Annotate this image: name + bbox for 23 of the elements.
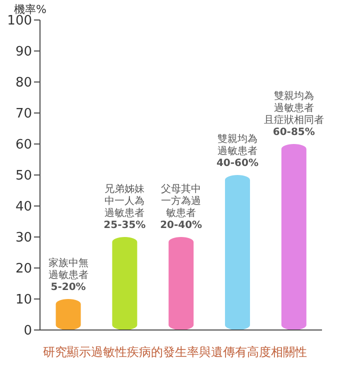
y-tick-label: 90 [15,44,32,60]
y-tick-label: 30 [15,230,32,246]
y-tick-label: 20 [15,262,32,277]
y-tick-label: 50 [15,168,32,184]
y-tick-label: 40 [15,200,32,215]
annotation: 家族中無過敏患者5-20% [48,257,88,293]
annotation: 雙親均為過敏患者40-60% [216,133,258,169]
bar [224,175,250,330]
y-tick-label: 100 [7,14,32,29]
bar [56,299,81,330]
annotation: 兄弟姊妹中一人為過敏患者25-35% [104,183,146,231]
annotation: 父母其中一方為過敏患者20-40% [160,183,202,231]
y-tick-label: 80 [15,76,32,91]
y-tick-label: 0 [24,324,32,339]
y-tick-label: 70 [15,106,32,122]
y-axis-title: 機率% [14,2,46,16]
text: 研究顯示過敏性疾病的發生率與遺傳有高度相關性 [42,344,308,361]
y-tick-label: 60 [15,138,32,153]
annotation: 雙親均為過敏患者且症狀相同者60-85% [264,90,324,138]
bar [281,144,306,330]
bar [112,237,138,330]
bar [168,237,194,330]
y-tick-label: 10 [15,292,32,308]
